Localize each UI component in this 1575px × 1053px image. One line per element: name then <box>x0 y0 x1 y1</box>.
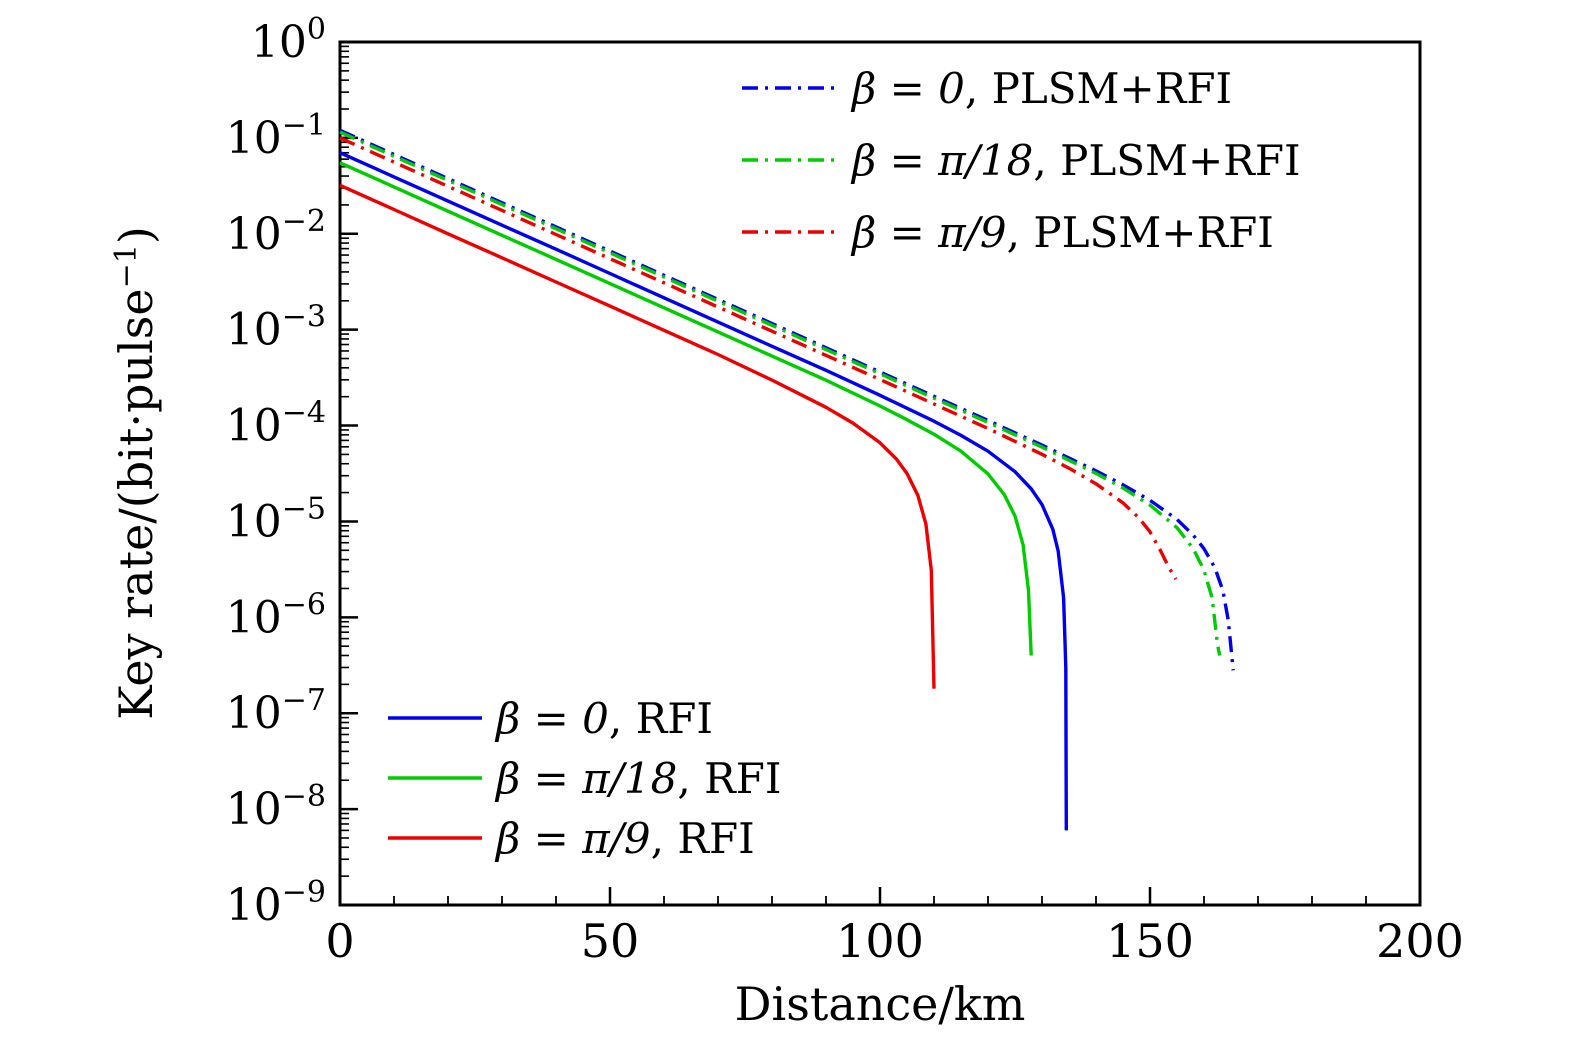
y-axis-label-main: Key rate/(bit·pulse <box>109 288 163 719</box>
legend-label-beta-0-rfi: β = 0, RFI <box>494 694 713 743</box>
y-tick-base: 10 <box>226 113 282 164</box>
y-tick-label: 10−8 <box>226 779 326 835</box>
tick-labels: 0 50 100 150 20010010−110−210−310−410−510−61… <box>226 12 1464 968</box>
legend-label-math: β = 0 <box>494 694 609 743</box>
y-tick-exponent: −4 <box>282 396 326 431</box>
y-tick-base: 10 <box>226 784 282 835</box>
y-tick-label: 10−5 <box>226 491 326 547</box>
legend-label-beta-pi9-rfi: β = π/9, RFI <box>494 814 755 863</box>
y-tick-base: 10 <box>226 880 282 931</box>
x-tick-label: 50 <box>581 914 640 968</box>
legend-label-beta-0-plsm-rfi: β = 0, PLSM+RFI <box>850 64 1232 113</box>
x-tick-label: 0 <box>325 914 354 968</box>
y-tick-exponent: −2 <box>282 204 326 239</box>
data-series <box>339 128 1235 831</box>
y-tick-exponent: −6 <box>282 587 326 622</box>
series-beta-pi9-rfi <box>339 183 936 689</box>
y-tick-base: 10 <box>226 401 282 452</box>
y-tick-exponent: −8 <box>282 779 326 814</box>
legend-label-text: , PLSM+RFI <box>965 64 1232 113</box>
legend-label-text: , RFI <box>609 694 713 743</box>
y-tick-base: 10 <box>226 592 282 643</box>
y-tick-base: 10 <box>226 209 282 260</box>
y-tick-exponent: −7 <box>282 683 326 718</box>
legend-label-math: β = π/18 <box>494 754 677 803</box>
y-tick-label: 10−6 <box>226 587 326 643</box>
legend-label-text: , PLSM+RFI <box>1007 208 1274 257</box>
legend-label-math: β = 0 <box>850 64 965 113</box>
y-tick-label: 10−9 <box>226 875 326 931</box>
y-tick-label: 10−3 <box>226 300 326 356</box>
y-tick-exponent: −5 <box>282 491 326 526</box>
y-tick-label: 10−2 <box>226 204 326 260</box>
y-axis-label-close: ) <box>109 226 163 244</box>
y-tick-base: 10 <box>251 17 307 68</box>
axis-ticks <box>338 40 1422 907</box>
y-tick-label: 10−4 <box>226 396 326 452</box>
legend-label-beta-pi18-plsm-rfi: β = π/18, PLSM+RFI <box>850 136 1301 185</box>
series-beta-pi18-plsm-rfi <box>339 130 1222 656</box>
y-tick-exponent: −9 <box>282 875 326 910</box>
y-tick-exponent: 0 <box>307 12 326 47</box>
y-axis-label-exponent: −1 <box>109 244 144 288</box>
y-tick-label: 10−7 <box>226 683 326 739</box>
x-axis-label: Distance/km <box>735 977 1026 1031</box>
legend-label-beta-pi18-rfi: β = π/18, RFI <box>494 754 781 803</box>
y-axis-label: Key rate/(bit·pulse−1) <box>109 226 163 720</box>
y-tick-label: 10−1 <box>226 108 326 164</box>
legend-label-math: β = π/9 <box>494 814 651 863</box>
x-tick-label: 100 <box>836 914 924 968</box>
y-tick-base: 10 <box>226 688 282 739</box>
y-tick-label: 100 <box>251 12 326 68</box>
y-tick-base: 10 <box>226 305 282 356</box>
x-tick-label: 200 <box>1376 914 1464 968</box>
series-beta-0-rfi <box>339 151 1068 831</box>
y-tick-base: 10 <box>226 496 282 547</box>
legend-label-math: β = π/18 <box>850 136 1033 185</box>
legend-label-text: , RFI <box>651 814 755 863</box>
series-beta-pi18-rfi <box>339 161 1033 656</box>
y-tick-exponent: −3 <box>282 300 326 335</box>
series-beta-pi9-plsm-rfi <box>339 136 1178 581</box>
legend-label-beta-pi9-plsm-rfi: β = π/9, PLSM+RFI <box>850 208 1274 257</box>
y-tick-exponent: −1 <box>282 108 326 143</box>
x-tick-label: 150 <box>1106 914 1194 968</box>
legend-label-text: , PLSM+RFI <box>1033 136 1300 185</box>
legend-label-math: β = π/9 <box>850 208 1007 257</box>
legend-label-text: , RFI <box>677 754 781 803</box>
